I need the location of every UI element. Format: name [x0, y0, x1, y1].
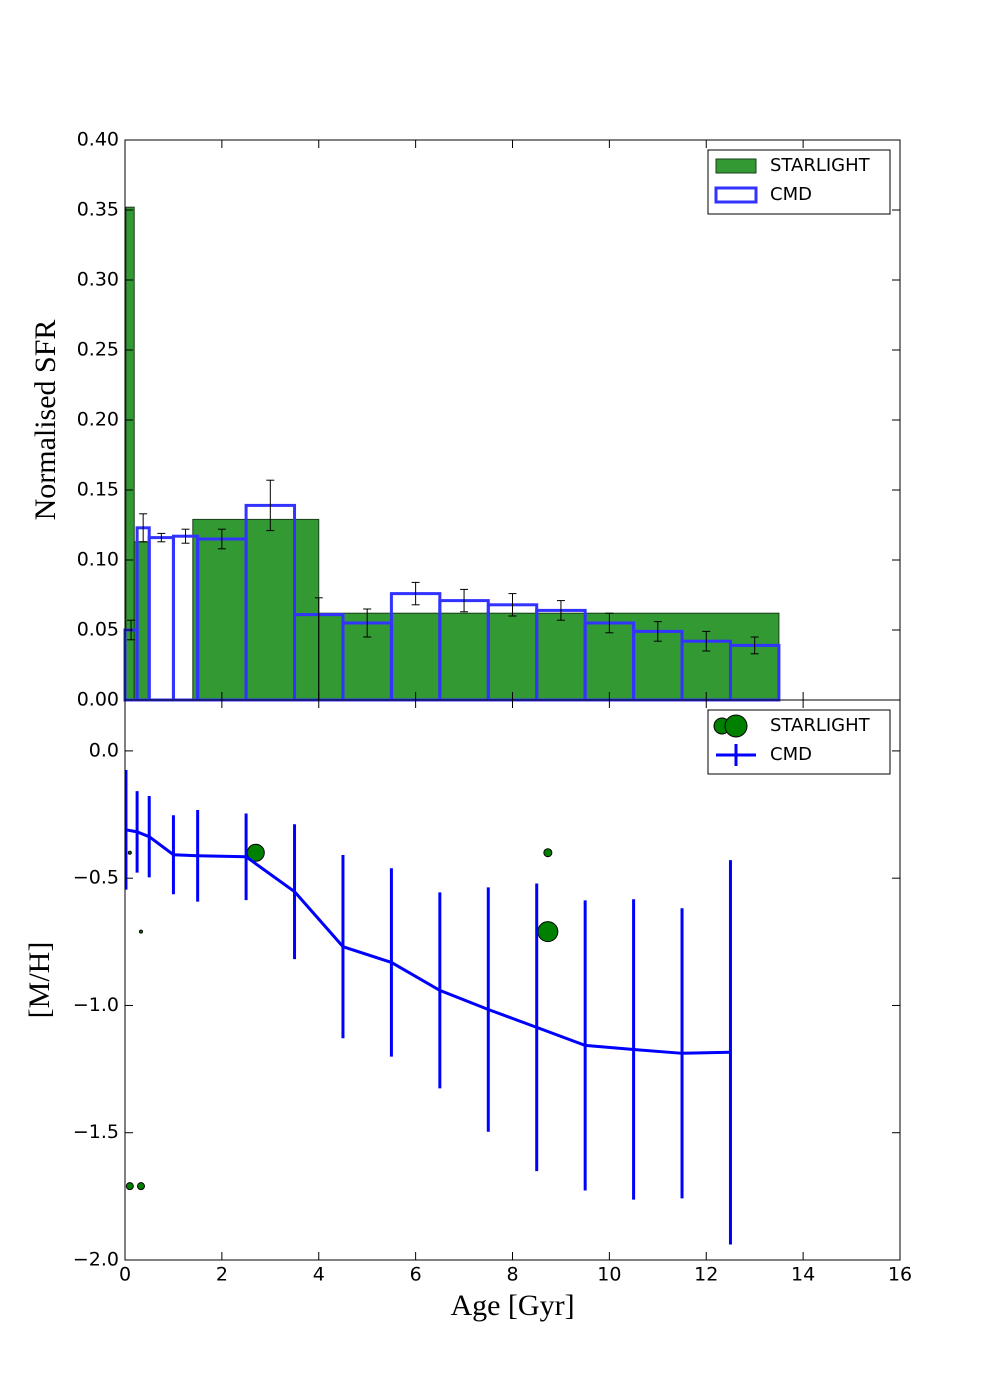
- y-tick-label: 0.20: [77, 409, 119, 431]
- x-tick-label: 6: [410, 1264, 422, 1286]
- legend-label: STARLIGHT: [770, 715, 871, 736]
- x-tick-label: 14: [791, 1264, 815, 1286]
- error-bar: [556, 600, 565, 621]
- panel: −2.0 −1.5 −1.0 −0.5 0.0 0 2 4 6 8 10 12 14 16 [M/H] Age…: [23, 699, 912, 1322]
- x-tick-label: 4: [313, 1264, 325, 1286]
- axes-frame: [124, 699, 901, 1261]
- y-tick-label: −1.5: [73, 1121, 119, 1143]
- line: [125, 828, 731, 1055]
- legend: STARLIGHT CMD: [707, 149, 891, 215]
- y-axis-label: [M/H]: [23, 942, 56, 1019]
- y-tick-label: 0.0: [89, 739, 119, 761]
- scatter-point: [125, 1182, 134, 1191]
- x-tick-label: 2: [216, 1264, 228, 1286]
- error-bar: [139, 513, 148, 543]
- legend-label: CMD: [770, 184, 812, 205]
- y-tick-label: 0.30: [77, 269, 119, 291]
- legend-swatch: [724, 714, 748, 738]
- legend-swatch: [715, 158, 757, 174]
- y-tick-label: 0.10: [77, 549, 119, 571]
- error-bar: [605, 612, 614, 634]
- x-tick-label: 16: [888, 1264, 912, 1286]
- y-axis-label: Normalised SFR: [29, 320, 62, 521]
- y-tick-label: −1.0: [73, 994, 119, 1016]
- y-tick-label: 0.35: [77, 199, 119, 221]
- bar: [125, 206, 135, 701]
- legend-label: CMD: [770, 744, 812, 765]
- x-tick-label: 8: [506, 1264, 518, 1286]
- legend-label: STARLIGHT: [770, 155, 871, 176]
- error-bar: [411, 581, 420, 606]
- legend: STARLIGHT CMD: [707, 709, 891, 775]
- error-bar: [750, 636, 759, 655]
- error-bar: [653, 621, 662, 642]
- x-tick-label: 10: [597, 1264, 621, 1286]
- scatter-point: [543, 848, 553, 858]
- scatter-point: [136, 1182, 145, 1191]
- error-bar: [702, 630, 711, 652]
- y-tick-label: 0.25: [77, 339, 119, 361]
- x-axis-label: Age [Gyr]: [450, 1289, 574, 1322]
- y-tick-label: 0.05: [77, 619, 119, 641]
- error-bar: [508, 593, 517, 617]
- scatter-point: [537, 921, 559, 943]
- error-bar: [157, 532, 166, 543]
- bar: [192, 518, 320, 701]
- y-tick-label: −2.0: [73, 1249, 119, 1271]
- x-tick-label: 0: [119, 1264, 131, 1286]
- scatter-point: [127, 850, 132, 855]
- y-tick-label: 0.00: [77, 689, 119, 711]
- bar: [147, 536, 175, 702]
- error-bar: [181, 528, 190, 544]
- scatter-point: [138, 929, 143, 934]
- legend-swatch: [714, 186, 758, 204]
- error-bar: [363, 608, 372, 638]
- error-bar: [266, 479, 275, 532]
- error-bar: [460, 588, 469, 613]
- bar: [318, 612, 780, 701]
- y-tick-label: −0.5: [73, 867, 119, 889]
- error-bar: [217, 528, 226, 550]
- y-tick-label: 0.40: [77, 129, 119, 151]
- y-tick-label: 0.15: [77, 479, 119, 501]
- x-tick-label: 12: [694, 1264, 718, 1286]
- panel: 0.00 0.05 0.10 0.15 0.20 0.25 0.30 0.35 0.40 Norm…: [29, 129, 901, 711]
